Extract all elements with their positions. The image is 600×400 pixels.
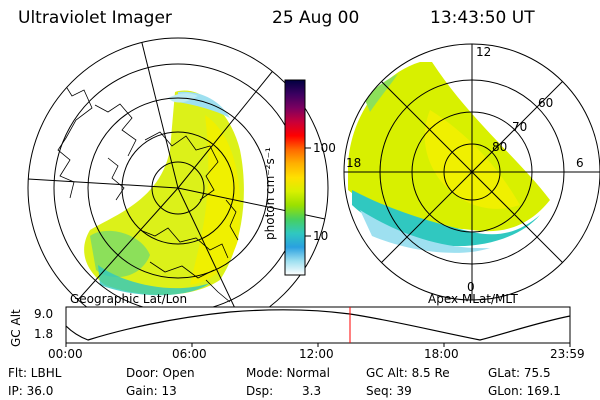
info-ip: IP: 36.0	[8, 384, 54, 398]
info-dsp-label: Dsp:	[246, 384, 274, 398]
date-label: 25 Aug 00	[272, 8, 360, 28]
altitude-curve	[65, 309, 571, 341]
info-glon: GLon: 169.1	[488, 384, 561, 398]
info-seq: Seq: 39	[366, 384, 412, 398]
right-limb	[343, 43, 600, 301]
mlt-label-top: 12	[476, 45, 492, 59]
altitude-plot	[65, 306, 571, 347]
info-flt: Flt: LBHL	[8, 366, 62, 380]
mlat-label-80: 80	[492, 140, 508, 154]
info-gain: Gain: 13	[126, 384, 177, 398]
xtick-0000: 00:00	[48, 347, 83, 361]
info-dsp-value: 3.3	[302, 384, 322, 398]
colorbar-unit-label: photon cm⁻²s⁻¹	[263, 147, 277, 240]
info-mode: Mode: Normal	[246, 366, 330, 380]
colorbar-label-100: 100	[313, 141, 336, 155]
xtick-1200: 12:00	[299, 347, 334, 361]
time-label: 13:43:50 UT	[430, 8, 535, 28]
info-glat: GLat: 75.5	[488, 366, 551, 380]
altitude-ytick-1-8: 1.8	[34, 327, 54, 341]
instrument-title: Ultraviolet Imager	[18, 8, 172, 28]
mlt-lines	[344, 44, 600, 300]
xtick-1800: 18:00	[424, 347, 459, 361]
x-ticks	[65, 343, 571, 347]
right-aurora-image	[348, 62, 550, 253]
mlt-label-right: 6	[576, 156, 584, 170]
right-panel-caption: Apex MLat/MLT	[428, 292, 518, 306]
colorbar	[284, 79, 306, 276]
mlat-label-60: 60	[538, 96, 554, 110]
info-gc-alt: GC Alt: 8.5 Re	[366, 366, 450, 380]
mlt-label-left: 18	[346, 156, 362, 170]
xtick-2359: 23:59	[550, 347, 585, 361]
info-door: Door: Open	[126, 366, 195, 380]
xtick-0600: 06:00	[172, 347, 207, 361]
altitude-ytick-9: 9.0	[34, 307, 54, 321]
mlt-label-bottom: 0	[467, 280, 475, 294]
colorbar-label-10: 10	[313, 229, 329, 243]
left-aurora-image	[84, 90, 244, 296]
mlat-label-70: 70	[512, 120, 528, 134]
left-panel-caption: Geographic Lat/Lon	[70, 292, 188, 306]
altitude-ylabel: GC Alt	[9, 309, 23, 347]
apex-map	[344, 44, 600, 300]
